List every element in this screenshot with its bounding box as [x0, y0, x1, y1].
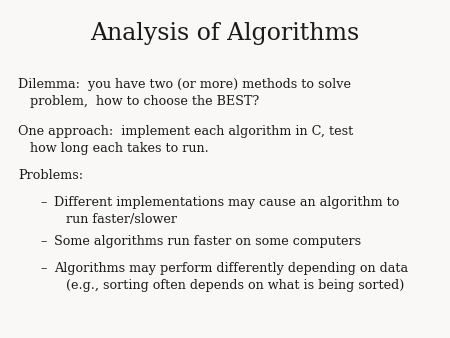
Text: Dilemma:  you have two (or more) methods to solve
   problem,  how to choose the: Dilemma: you have two (or more) methods …	[18, 78, 351, 108]
Text: Different implementations may cause an algorithm to
   run faster/slower: Different implementations may cause an a…	[54, 196, 400, 226]
Text: Algorithms may perform differently depending on data
   (e.g., sorting often dep: Algorithms may perform differently depen…	[54, 262, 408, 292]
Text: Some algorithms run faster on some computers: Some algorithms run faster on some compu…	[54, 235, 361, 248]
Text: –: –	[40, 262, 47, 275]
Text: Analysis of Algorithms: Analysis of Algorithms	[90, 22, 360, 45]
Text: –: –	[40, 196, 47, 209]
Text: Problems:: Problems:	[18, 169, 83, 182]
Text: –: –	[40, 235, 47, 248]
Text: One approach:  implement each algorithm in C, test
   how long each takes to run: One approach: implement each algorithm i…	[18, 125, 353, 155]
